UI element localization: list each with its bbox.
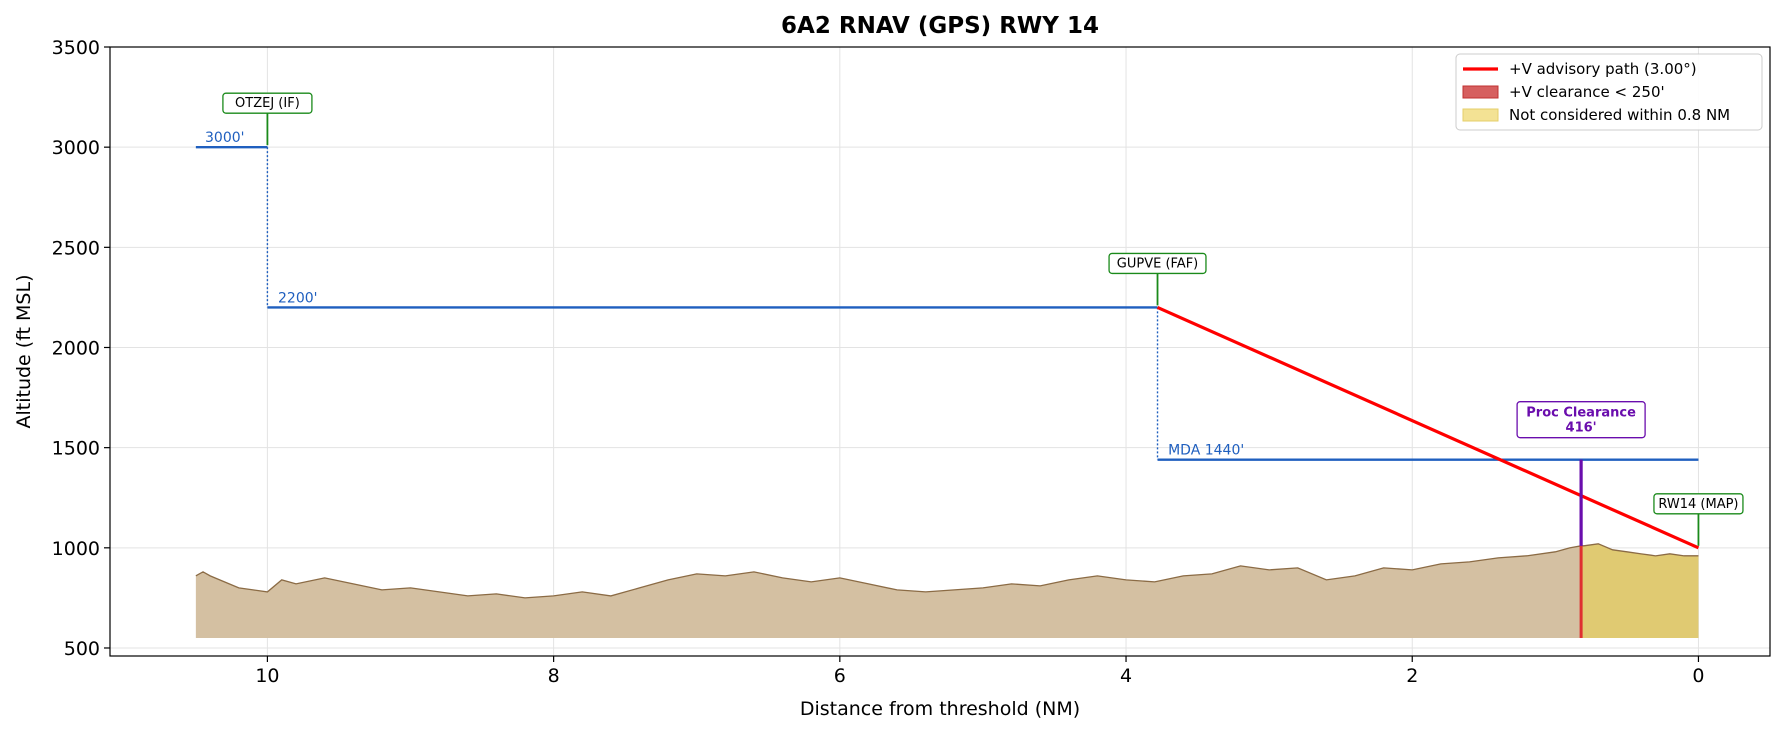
legend: +V advisory path (3.00°) +V clearance < 2… xyxy=(1455,53,1763,131)
legend-box xyxy=(1455,53,1763,131)
y-axis-label: Altitude (ft MSL) xyxy=(13,275,35,429)
fix-label: OTZEJ (IF) xyxy=(235,96,300,111)
legend-swatch-patch xyxy=(1462,85,1499,99)
ticks-layer: 10 8 6 4 2 0 500 1000 1500 2000 2500 3000 3500 xyxy=(52,37,1705,687)
legend-entry-label: +V advisory path (3.00°) xyxy=(1509,60,1697,78)
chart-title: 6A2 RNAV (GPS) RWY 14 xyxy=(781,13,1099,39)
proc-clearance-value: 416' xyxy=(1566,421,1597,436)
y-tick-label: 2000 xyxy=(52,337,100,359)
y-tick-label: 2500 xyxy=(52,237,100,259)
y-tick-label: 500 xyxy=(64,638,100,660)
fix-label: RW14 (MAP) xyxy=(1658,497,1738,512)
x-tick-label: 2 xyxy=(1406,665,1418,687)
x-tick-label: 4 xyxy=(1120,665,1132,687)
fix-label-box xyxy=(1108,252,1207,275)
y-tick-label: 3500 xyxy=(52,37,100,59)
altitude-label: 2200' xyxy=(278,290,317,306)
lines-layer xyxy=(195,145,1700,638)
fix-label-box xyxy=(222,92,313,114)
labels-layer: 3000' 2200' MDA 1440' OTZEJ (IF) GUPVE (FAF)… xyxy=(205,92,1744,546)
fix-label: GUPVE (FAF) xyxy=(1117,256,1198,271)
not-considered-region xyxy=(1581,543,1699,638)
x-tick-label: 6 xyxy=(834,665,846,687)
terrain-layer xyxy=(195,543,1699,638)
proc-clearance-box xyxy=(1516,401,1646,439)
x-tick-label: 8 xyxy=(548,665,560,687)
x-tick-label: 10 xyxy=(255,665,279,687)
y-tick-label: 3000 xyxy=(52,137,100,159)
plot-frame xyxy=(109,46,1771,657)
fix-label-box xyxy=(1653,493,1744,515)
legend-entry-label: +V clearance < 250' xyxy=(1509,83,1665,101)
altitude-label: MDA 1440' xyxy=(1168,443,1244,459)
terrain-profile-line xyxy=(195,543,1699,599)
x-axis-label: Distance from threshold (NM) xyxy=(800,698,1080,720)
altitude-label: 3000' xyxy=(205,130,244,146)
legend-swatch-patch xyxy=(1462,108,1499,122)
grid xyxy=(110,46,1770,656)
y-tick-label: 1500 xyxy=(52,438,100,460)
legend-entry-label: Not considered within 0.8 NM xyxy=(1509,106,1730,124)
x-tick-label: 0 xyxy=(1692,665,1704,687)
y-tick-label: 1000 xyxy=(52,538,100,560)
advisory-path-line xyxy=(1156,305,1700,550)
proc-clearance-title: Proc Clearance xyxy=(1526,406,1636,421)
